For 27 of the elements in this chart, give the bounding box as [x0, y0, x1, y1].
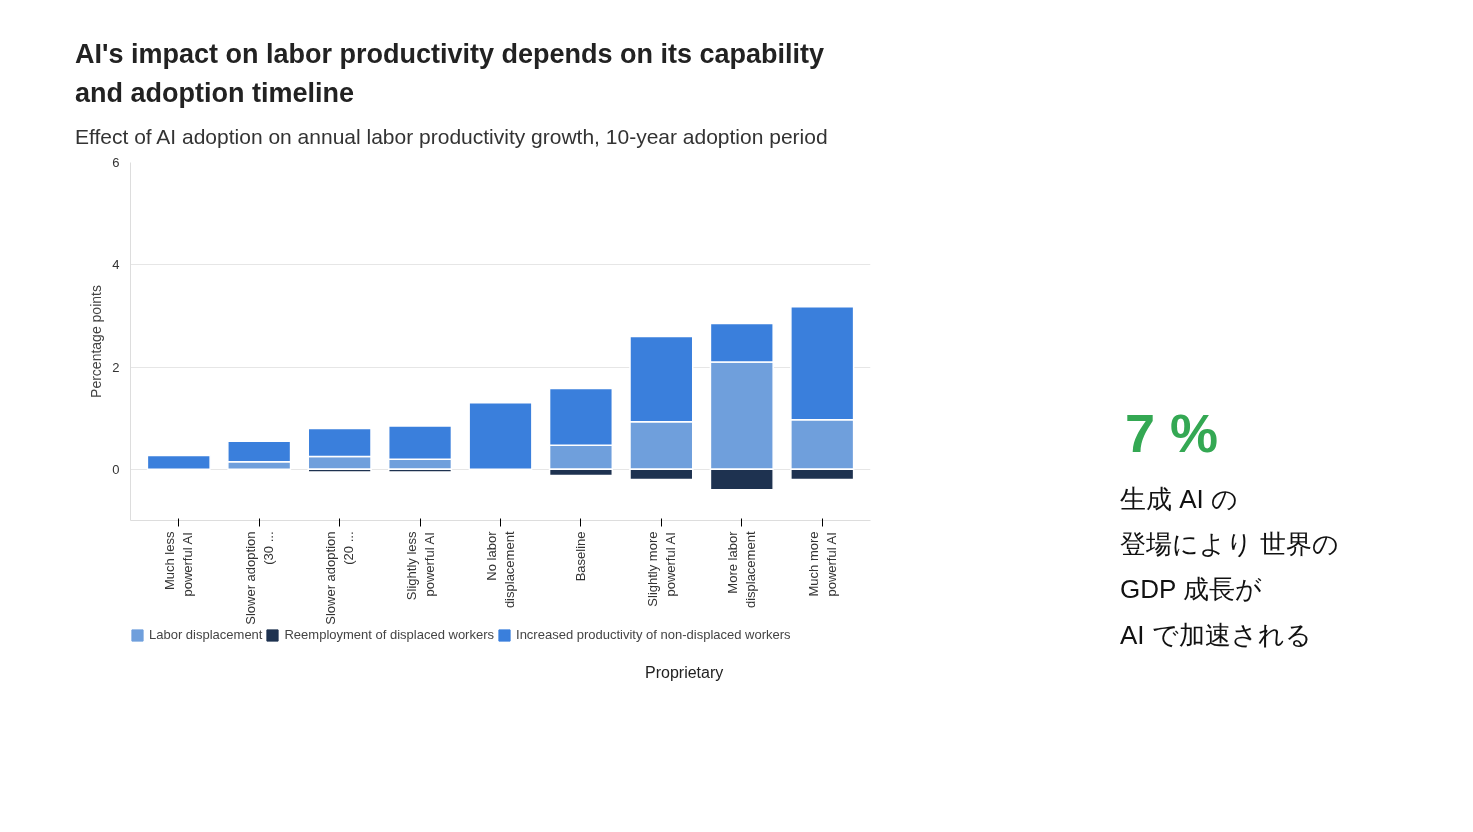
y-axis-title: Percentage points	[88, 285, 105, 399]
y-tick-label: 0	[112, 461, 120, 477]
chart-subtitle: Effect of AI adoption on annual labor productivity growth, 10-year adoption period	[75, 124, 828, 151]
legend-label: Reemployment of displaced workers	[284, 627, 495, 643]
text: Proprietary	[645, 663, 724, 684]
y-tick-label: 2	[112, 359, 120, 375]
y-tick-label: 6	[112, 155, 120, 171]
chart-title: AI's impact on labor productivity depends on its capability and adoption timeline	[75, 38, 826, 110]
legend-label: Labor displacement	[149, 627, 263, 643]
text: 生成 AI の	[1120, 483, 1239, 517]
x-tick-label: Slightly less powerful AI	[403, 531, 437, 601]
text: 7 %	[1125, 402, 1219, 465]
x-tick-label: More labor displacement	[725, 530, 759, 609]
bar	[146, 454, 211, 471]
text: 登場により 世界の	[1120, 528, 1340, 562]
bar	[468, 402, 533, 471]
x-tick-label: Baseline	[573, 531, 589, 582]
x-tick-label: Much more powerful AI	[805, 531, 839, 597]
x-tick-label: Much less powerful AI	[162, 531, 196, 597]
x-tick-label: Slightly more powerful AI	[644, 531, 678, 607]
x-tick-label: No labor displacement	[484, 530, 517, 609]
x-tick-label: Slower adoption (30 ...	[242, 531, 276, 625]
legend-label: Increased productivity of non-displaced workers	[516, 627, 791, 643]
y-tick-label: 4	[112, 257, 120, 273]
text: GDP 成長が	[1120, 573, 1263, 607]
x-tick-label: Slower adoption (20 ...	[323, 531, 357, 625]
text: AI で加速される	[1120, 618, 1312, 652]
